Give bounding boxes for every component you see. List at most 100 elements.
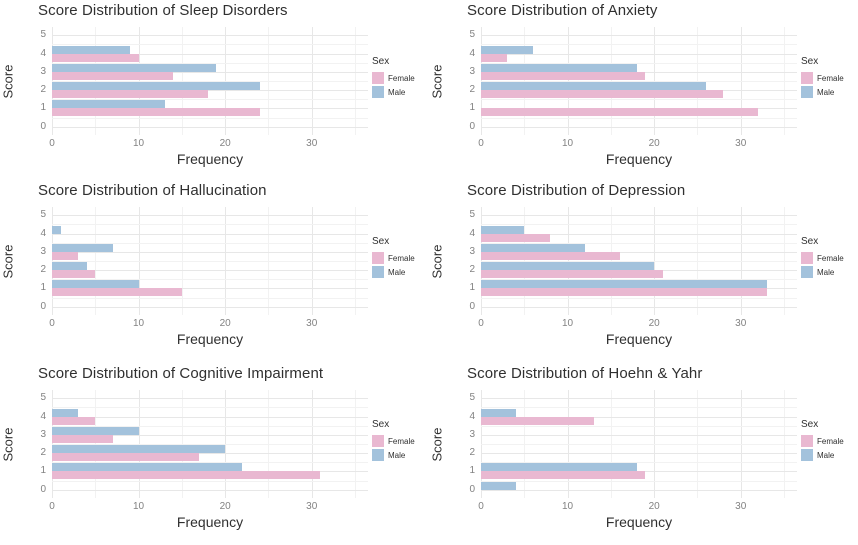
plot-panel <box>481 390 797 498</box>
legend-item-female: Female <box>372 435 415 447</box>
y-tick-label: 2 <box>40 84 46 96</box>
minor-gridline <box>481 279 797 281</box>
bar-female <box>52 108 260 117</box>
major-gridline <box>52 453 368 455</box>
y-tick-label: 1 <box>469 465 475 477</box>
y-axis-title: Score <box>0 244 16 278</box>
x-tick-label: 10 <box>133 138 145 149</box>
y-tick-label: 0 <box>40 300 46 312</box>
y-tick-label: 4 <box>469 47 475 59</box>
minor-gridline <box>52 261 368 262</box>
major-gridline <box>481 251 797 253</box>
legend-title: Sex <box>801 56 819 67</box>
x-tick-label: 10 <box>133 318 145 329</box>
legend-label-male: Male <box>388 87 406 97</box>
minor-gridline <box>52 425 368 427</box>
major-gridline <box>52 288 368 290</box>
minor-gridline <box>481 117 797 119</box>
legend-label-female: Female <box>817 253 844 263</box>
major-gridline <box>481 233 797 235</box>
bar-female <box>52 416 96 425</box>
bar-female <box>52 434 113 443</box>
x-tick-label: 30 <box>306 501 318 512</box>
bar-male <box>481 481 516 490</box>
major-gridline <box>481 489 797 491</box>
major-gridline <box>481 434 797 436</box>
male-color-swatch <box>801 266 813 278</box>
legend-item-male: Male <box>372 266 415 278</box>
y-tick-label: 3 <box>469 245 475 257</box>
bar-male <box>481 463 637 472</box>
legend: Sex Female Male <box>801 56 844 100</box>
minor-gridline <box>481 242 797 244</box>
plot-panel <box>52 390 368 498</box>
major-gridline <box>481 398 797 400</box>
legend-label-female: Female <box>388 253 415 263</box>
female-color-swatch <box>372 252 384 264</box>
y-tick-label: 4 <box>469 410 475 422</box>
minor-gridline <box>481 99 797 101</box>
y-axis-title: Score <box>429 427 445 461</box>
legend-item-female: Female <box>372 252 415 264</box>
legend-title: Sex <box>801 419 819 430</box>
x-axis-title: Frequency <box>176 514 244 530</box>
legend-item-female: Female <box>801 252 844 264</box>
bar-female <box>481 233 551 242</box>
legend-item-female: Female <box>801 72 844 84</box>
major-gridline <box>52 489 368 491</box>
minor-gridline <box>52 480 368 482</box>
x-axis-title: Frequency <box>176 331 244 347</box>
bar-male <box>481 262 655 271</box>
x-tick-label: 10 <box>133 501 145 512</box>
chart-anxiety: Score Distribution of Anxiety Score Freq… <box>429 0 858 180</box>
female-color-swatch <box>801 72 813 84</box>
bar-male <box>481 45 533 54</box>
bar-male <box>52 408 78 417</box>
minor-gridline <box>52 279 368 281</box>
minor-gridline <box>52 297 368 299</box>
minor-gridline <box>481 224 797 226</box>
x-tick-label: 30 <box>735 501 747 512</box>
bar-male <box>52 100 165 109</box>
y-tick-label: 2 <box>469 447 475 459</box>
bar-male <box>52 445 226 454</box>
chart-hoehn-yahr: Score Distribution of Hoehn & Yahr Score… <box>429 363 858 545</box>
bar-male <box>52 82 260 91</box>
x-tick-label: 0 <box>478 318 484 329</box>
legend-label-male: Male <box>388 267 406 277</box>
minor-gridline <box>481 480 797 482</box>
bar-male <box>52 262 87 271</box>
minor-gridline <box>52 242 368 244</box>
major-gridline <box>52 434 368 436</box>
minor-gridline <box>52 224 368 226</box>
x-tick-label: 10 <box>562 318 574 329</box>
legend-title: Sex <box>801 236 819 247</box>
male-color-swatch <box>372 86 384 98</box>
x-tick-label: 20 <box>219 501 231 512</box>
female-color-swatch <box>372 435 384 447</box>
plot-panel <box>52 207 368 315</box>
legend-item-male: Male <box>801 449 844 461</box>
female-color-swatch <box>801 252 813 264</box>
male-color-swatch <box>372 266 384 278</box>
legend-label-male: Male <box>817 450 835 460</box>
legend-label-male: Male <box>817 87 835 97</box>
legend-label-female: Female <box>817 73 844 83</box>
minor-gridline <box>52 462 368 464</box>
x-axis-title: Frequency <box>605 514 673 530</box>
y-tick-label: 5 <box>40 29 46 41</box>
y-tick-label: 3 <box>40 428 46 440</box>
bar-male <box>481 63 637 72</box>
y-tick-label: 0 <box>40 120 46 132</box>
bar-female <box>52 270 96 279</box>
legend: Sex Female Male <box>801 236 844 280</box>
legend-item-female: Female <box>372 72 415 84</box>
legend-label-female: Female <box>388 436 415 446</box>
bar-male <box>52 426 139 435</box>
legend-item-male: Male <box>372 449 415 461</box>
chart-title: Score Distribution of Sleep Disorders <box>38 2 288 19</box>
bar-female <box>481 90 724 99</box>
minor-gridline <box>481 297 797 299</box>
x-tick-label: 0 <box>49 501 55 512</box>
